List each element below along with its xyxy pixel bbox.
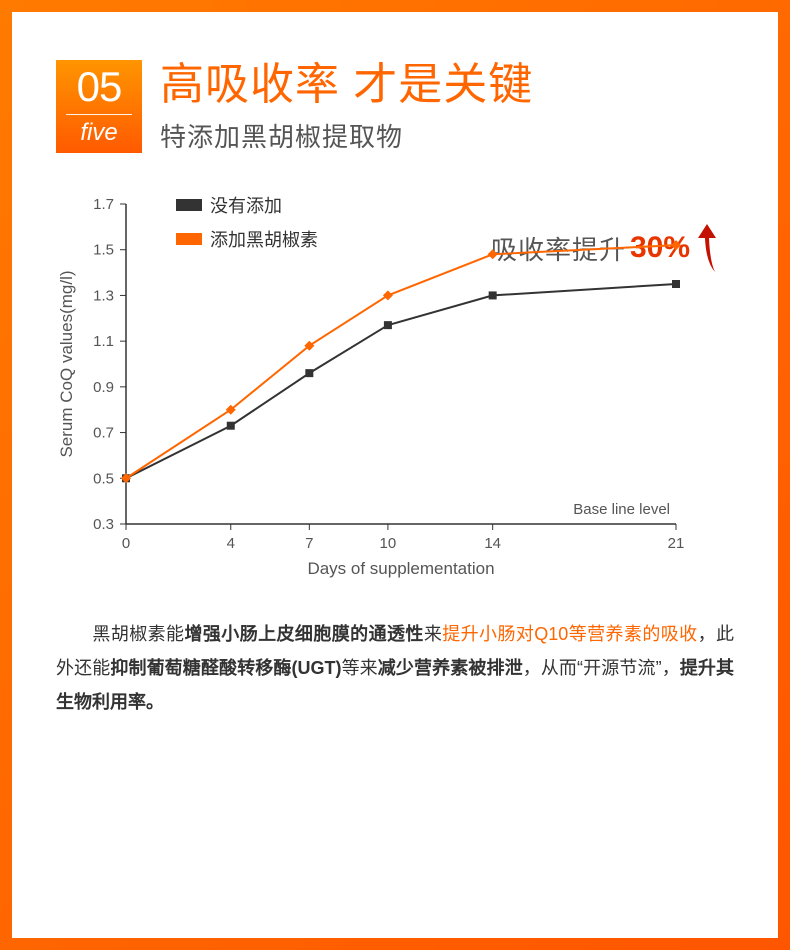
svg-text:0.9: 0.9 [93,378,114,395]
desc-t2: 增强小肠上皮细胞膜的通透性 [184,624,423,644]
desc-t6: 抑制葡萄糖醛酸转移酶(UGT) [110,658,341,678]
svg-text:Days of supplementation: Days of supplementation [307,559,494,578]
legend-swatch-add [176,233,202,245]
chart-legend: 没有添加 添加黑胡椒素 [176,192,318,260]
svg-text:0.7: 0.7 [93,424,114,441]
svg-text:4: 4 [227,535,235,552]
header: 05 five 高吸收率 才是关键 特添加黑胡椒提取物 [56,60,734,154]
badge-divider [66,114,132,115]
legend-item-add: 添加黑胡椒素 [176,226,318,252]
legend-label-noadd: 没有添加 [210,192,282,218]
svg-text:1.1: 1.1 [93,333,114,350]
line-chart: 0.3 0.5 0.7 0.9 1.1 1.3 1.5 1.7 0 4 7 10 14 21 Days of… [56,184,696,584]
desc-t7: 等来 [341,658,377,678]
svg-text:21: 21 [668,535,685,552]
legend-label-add: 添加黑胡椒素 [210,226,318,252]
svg-text:0: 0 [122,535,130,552]
title-block: 高吸收率 才是关键 特添加黑胡椒提取物 [160,60,533,154]
svg-text:14: 14 [484,535,501,552]
badge-word: five [56,121,142,145]
svg-text:10: 10 [380,535,397,552]
desc-t9: ，从而“开源节流”， [523,658,680,678]
infographic-card: 05 five 高吸收率 才是关键 特添加黑胡椒提取物 吸收率提升 30% 没有… [12,12,778,938]
desc-t1: 黑胡椒素能 [92,624,184,644]
desc-t3: 来 [424,624,442,644]
desc-t8: 减少营养素被排泄 [378,658,523,678]
legend-swatch-noadd [176,199,202,211]
svg-text:Serum CoQ values(mg/l): Serum CoQ values(mg/l) [57,270,76,457]
svg-text:Base line level: Base line level [573,501,670,518]
svg-text:1.3: 1.3 [93,287,114,304]
legend-item-noadd: 没有添加 [176,192,318,218]
main-title: 高吸收率 才是关键 [160,60,533,111]
svg-text:7: 7 [305,535,313,552]
svg-text:0.5: 0.5 [93,470,114,487]
badge-number: 05 [56,66,142,108]
sub-title: 特添加黑胡椒提取物 [160,117,533,154]
svg-text:1.7: 1.7 [93,196,114,213]
svg-text:0.3: 0.3 [93,516,114,533]
desc-t4: 提升小肠对Q10等营养素的吸收 [442,624,697,644]
chart-container: 没有添加 添加黑胡椒素 0.3 0.5 0.7 0.9 1.1 1.3 1.5 1.7 0 4 7 1… [56,184,734,589]
description-paragraph: 黑胡椒素能增强小肠上皮细胞膜的通透性来提升小肠对Q10等营养素的吸收，此外还能抑… [56,617,734,720]
section-number-badge: 05 five [56,60,142,153]
svg-text:1.5: 1.5 [93,241,114,258]
